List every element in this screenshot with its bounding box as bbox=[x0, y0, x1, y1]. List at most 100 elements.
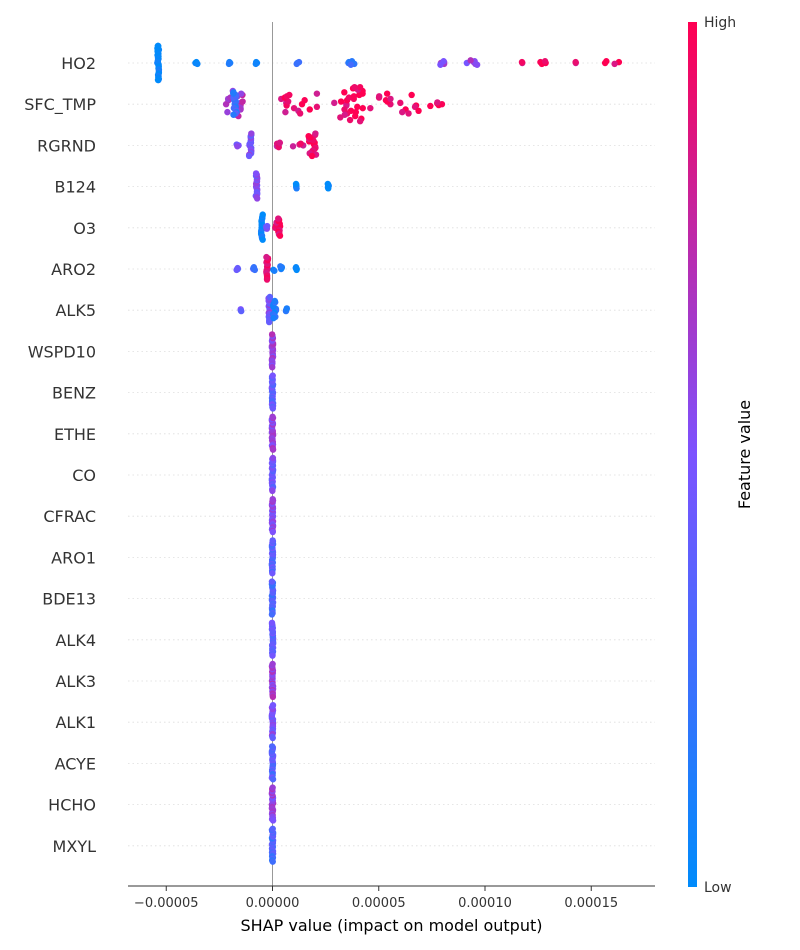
shap-point bbox=[263, 253, 270, 261]
shap-point bbox=[306, 106, 313, 113]
shap-point bbox=[603, 58, 610, 65]
feature-points-ho2 bbox=[154, 42, 623, 84]
feature-label-cfrac: CFRAC bbox=[43, 507, 96, 526]
feature-label-wspd10: WSPD10 bbox=[28, 342, 96, 361]
x-tick-label: −0.00005 bbox=[134, 896, 199, 911]
shap-point bbox=[269, 446, 277, 453]
shap-point bbox=[263, 276, 271, 283]
shap-point bbox=[356, 118, 364, 125]
feature-points-wspd10 bbox=[268, 331, 277, 371]
shap-point bbox=[230, 111, 237, 118]
shap-point bbox=[268, 619, 276, 626]
feature-label-ho2: HO2 bbox=[61, 54, 96, 73]
shap-point bbox=[271, 267, 278, 274]
shap-point bbox=[269, 364, 276, 371]
feature-label-alk3: ALK3 bbox=[55, 672, 96, 691]
shap-point bbox=[154, 76, 162, 84]
shap-point bbox=[269, 537, 276, 544]
shap-point bbox=[271, 297, 278, 305]
shap-point bbox=[237, 90, 245, 97]
feature-points-aro2 bbox=[233, 253, 300, 283]
shap-point bbox=[239, 98, 246, 105]
shap-point bbox=[253, 195, 261, 202]
feature-label-bde13: BDE13 bbox=[42, 590, 96, 609]
feature-labels: HO2 SFC_TMP RGRND B124 O3 ARO2 ALK5 WSPD10 BENZ E… bbox=[24, 54, 96, 856]
shap-point bbox=[266, 293, 274, 301]
shap-point bbox=[408, 91, 415, 99]
feature-label-sfc-tmp: SFC_TMP bbox=[24, 95, 96, 115]
shap-point bbox=[238, 307, 245, 315]
shap-point bbox=[289, 143, 297, 150]
shap-point bbox=[259, 236, 266, 243]
feature-label-mxyl: MXYL bbox=[53, 837, 97, 856]
shap-point bbox=[467, 57, 474, 64]
shap-point bbox=[305, 132, 312, 140]
colorbar-gradient bbox=[688, 22, 697, 887]
shap-point bbox=[293, 60, 300, 68]
shap-point bbox=[324, 180, 331, 188]
feature-points-sfc-tmp bbox=[222, 84, 446, 125]
feature-points-bde13 bbox=[268, 578, 277, 618]
feature-label-co: CO bbox=[72, 466, 96, 485]
shap-point bbox=[194, 60, 201, 68]
x-axis-title: SHAP value (impact on model output) bbox=[241, 916, 543, 935]
feature-points-alk5 bbox=[237, 293, 291, 326]
feature-points-acye bbox=[268, 743, 277, 783]
shap-point bbox=[276, 232, 284, 239]
shap-point bbox=[313, 103, 321, 111]
colorbar: High Low Feature value bbox=[688, 15, 754, 896]
shap-point bbox=[275, 215, 282, 222]
shap-point bbox=[269, 454, 277, 462]
feature-label-o3: O3 bbox=[73, 219, 96, 238]
shap-point bbox=[313, 90, 321, 97]
feature-label-alk1: ALK1 bbox=[55, 713, 96, 732]
shap-point bbox=[405, 110, 412, 117]
colorbar-low-label: Low bbox=[704, 880, 732, 896]
feature-points-b124 bbox=[252, 170, 332, 202]
feature-points-aro1 bbox=[268, 537, 277, 577]
feature-points-mxyl bbox=[268, 825, 277, 865]
feature-label-aro2: ARO2 bbox=[51, 260, 96, 279]
shap-point bbox=[572, 58, 579, 66]
shap-point bbox=[331, 99, 338, 107]
shap-point bbox=[269, 784, 276, 791]
shap-point bbox=[383, 90, 391, 97]
shap-point bbox=[269, 825, 276, 832]
feature-points-alk1 bbox=[268, 702, 277, 742]
shap-point bbox=[283, 305, 291, 312]
shap-point bbox=[352, 112, 359, 120]
shap-point bbox=[269, 405, 277, 412]
shap-point bbox=[269, 693, 277, 701]
shap-point bbox=[259, 211, 266, 218]
shap-point bbox=[399, 108, 406, 116]
shap-point bbox=[337, 98, 345, 105]
shap-point bbox=[286, 91, 293, 99]
shap-point bbox=[248, 130, 255, 137]
shap-point bbox=[611, 60, 618, 68]
feature-points-o3 bbox=[257, 211, 284, 243]
feature-label-alk5: ALK5 bbox=[55, 301, 96, 320]
x-tick-label: 0.00000 bbox=[246, 896, 300, 911]
x-axis: −0.00005 0.00000 0.00005 0.00010 0.00015 SHA… bbox=[128, 885, 655, 935]
shap-points bbox=[154, 42, 623, 865]
shap-point bbox=[301, 97, 308, 104]
shap-point bbox=[367, 104, 374, 112]
shap-point bbox=[268, 743, 276, 750]
shap-point bbox=[473, 61, 481, 68]
shap-point bbox=[263, 222, 271, 230]
shap-point bbox=[292, 264, 300, 271]
shap-point bbox=[269, 372, 276, 379]
shap-point bbox=[269, 858, 276, 865]
feature-points-alk4 bbox=[268, 619, 277, 659]
shap-point bbox=[266, 318, 273, 326]
shap-point bbox=[269, 702, 277, 709]
shap-point bbox=[234, 143, 241, 150]
shap-point bbox=[356, 84, 364, 91]
feature-points-co bbox=[268, 454, 277, 495]
feature-points-benz bbox=[268, 372, 277, 412]
feature-points-cfrac bbox=[268, 496, 277, 536]
shap-point bbox=[269, 652, 276, 659]
shap-point bbox=[518, 58, 526, 66]
shap-point bbox=[252, 60, 259, 68]
